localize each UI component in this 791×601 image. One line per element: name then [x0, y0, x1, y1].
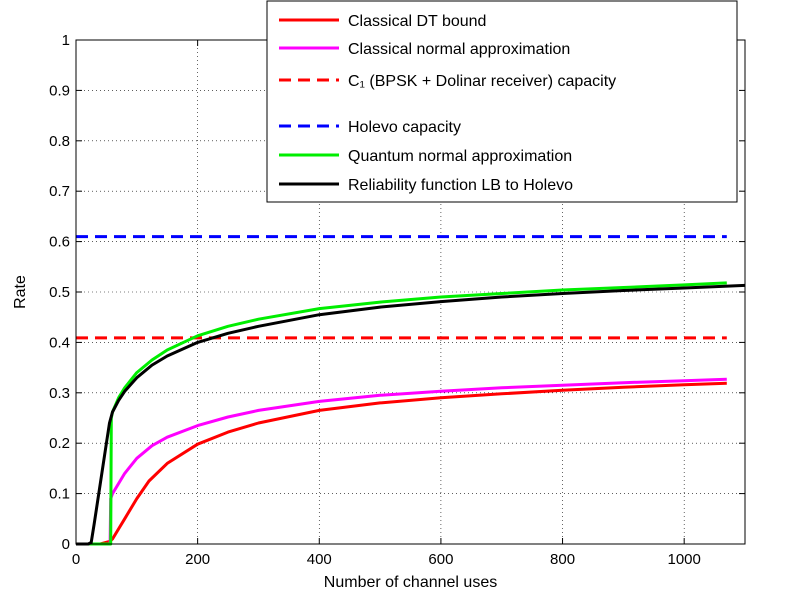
y-tick-label: 0.8 [49, 133, 70, 150]
series-lines [76, 235, 746, 546]
x-tick-label: 800 [550, 551, 575, 568]
y-tick-label: 0.9 [49, 82, 70, 99]
x-tick-label: 1000 [667, 551, 700, 568]
legend-label: Classical DT bound [348, 13, 486, 30]
y-tick-label: 0.1 [49, 486, 70, 503]
legend-label: Reliability function LB to Holevo [348, 177, 573, 194]
y-tick-label: 0.7 [49, 183, 70, 200]
y-tick-label: 0 [62, 536, 70, 553]
x-tick-label: 600 [428, 551, 453, 568]
y-tick-label: 1 [62, 32, 70, 49]
x-tick-label: 0 [72, 551, 80, 568]
series-line [76, 281, 727, 546]
series-line [76, 377, 727, 546]
y-axis-label: Rate [12, 275, 29, 309]
legend-label: Holevo capacity [348, 119, 461, 136]
y-tick-label: 0.6 [49, 234, 70, 251]
series-line [76, 283, 746, 546]
y-tick-label: 0.2 [49, 435, 70, 452]
legend-label: Quantum normal approximation [348, 148, 572, 165]
y-tick-label: 0.3 [49, 385, 70, 402]
x-axis-label: Number of channel uses [324, 574, 497, 591]
legend-box [266, 0, 738, 203]
x-tick-label: 200 [185, 551, 210, 568]
legend: Classical DT bound Classical normal appro… [266, 0, 738, 203]
y-tick-label: 0.5 [49, 284, 70, 301]
legend-label: C₁ (BPSK + Dolinar receiver) capacity [348, 73, 616, 90]
x-tick-label: 400 [307, 551, 332, 568]
series-line [76, 381, 727, 546]
y-tick-label: 0.4 [49, 334, 70, 351]
legend-label: Classical normal approximation [348, 41, 570, 58]
